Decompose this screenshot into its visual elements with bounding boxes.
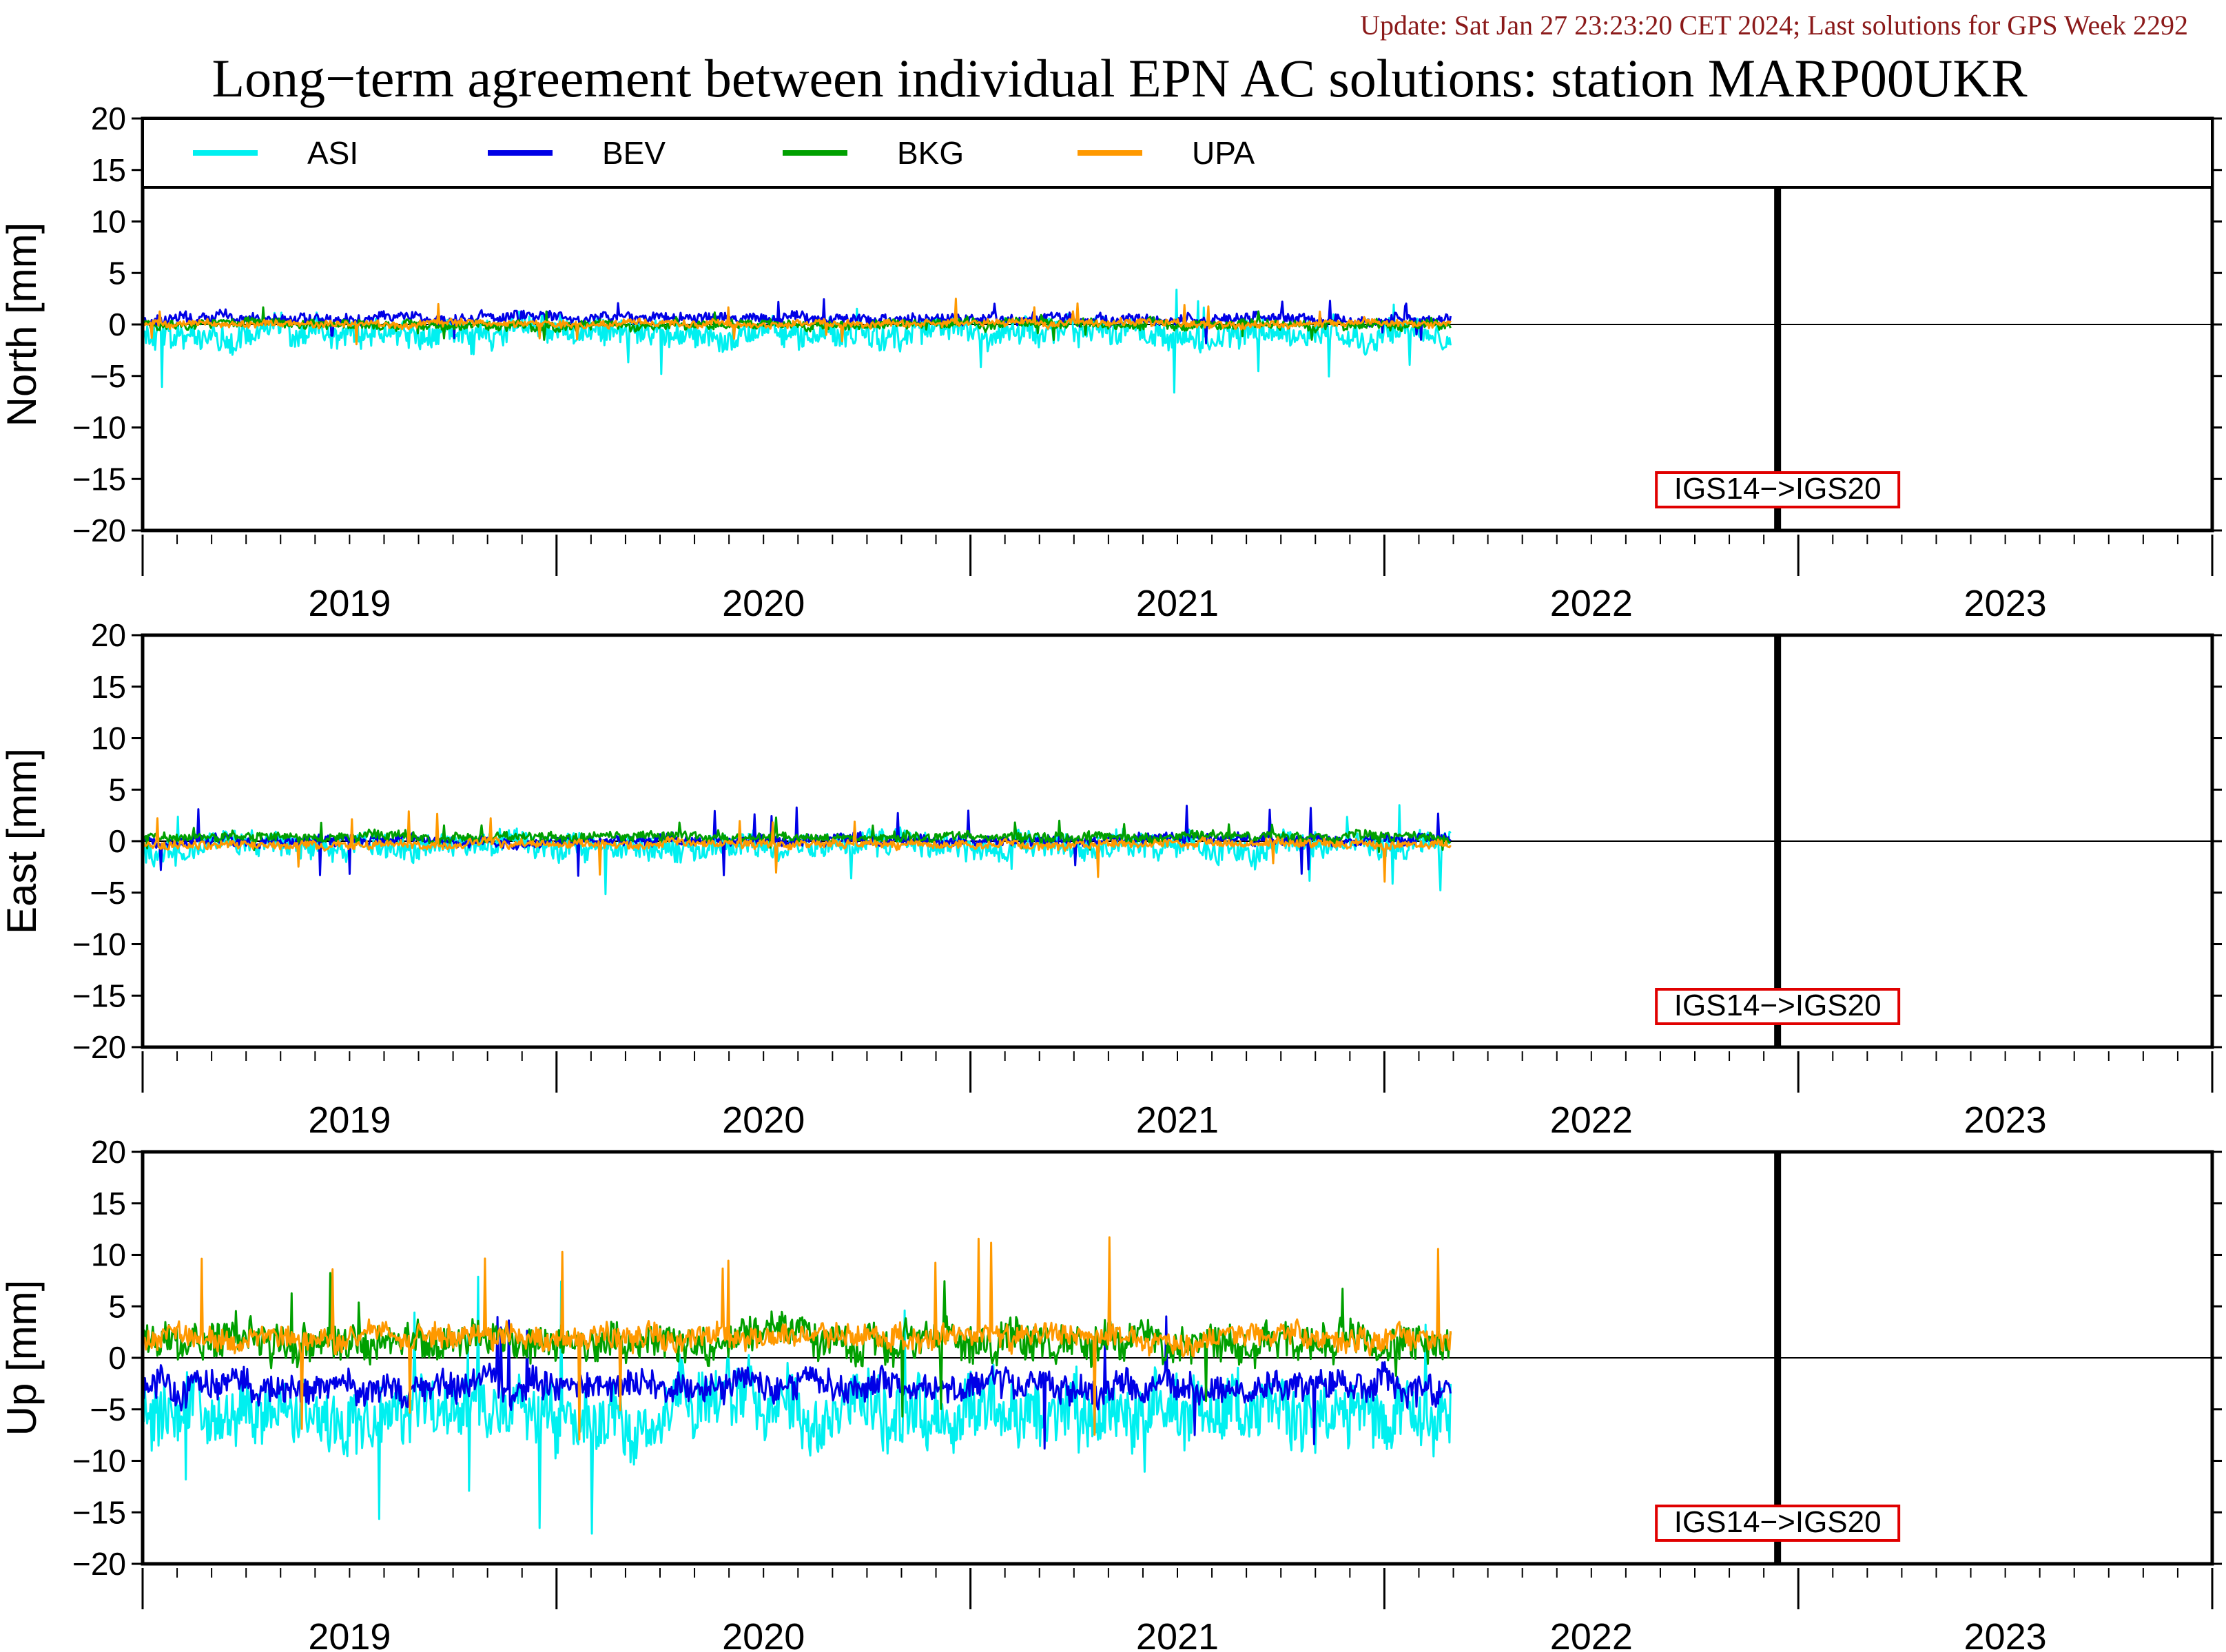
reference-frame-box [1655,1505,1901,1542]
panel-east: IGS14−>IGS20 20 15 10 5 0 −5 −10 −15 −20 East [mm]… [0,617,2222,1141]
series-line-upa [143,810,1452,883]
series-line-bkg [143,1272,1452,1418]
y-tick-label: −20 [72,1546,126,1582]
year-label: 2023 [1964,583,2047,624]
chart-title: Long−term agreement between individual E… [212,48,2027,108]
legend-box [141,117,2214,189]
update-text: Update: Sat Jan 27 23:23:20 CET 2024; La… [1360,10,2188,41]
year-label: 2023 [1964,1099,2047,1141]
reference-frame-box [1655,988,1901,1025]
legend-label-bkg: BKG [897,135,964,171]
series-line-upa [143,1236,1452,1441]
y-tick-label: 15 [91,152,126,188]
y-tick-label: 15 [91,1186,126,1221]
year-label: 2020 [722,1616,805,1652]
series-line-bkg [143,816,1452,854]
y-tick-label: 20 [91,617,126,653]
reference-frame-label: IGS14−>IGS20 [1674,1505,1882,1539]
y-tick-label: 5 [108,255,126,291]
reference-frame-box [1655,471,1901,508]
y-axis-label: East [mm] [0,748,45,934]
y-tick-label: −5 [90,358,126,394]
y-tick-label: 10 [91,721,126,756]
panels-group: IGS14−>IGS20 20 15 10 5 0 −5 −10 −15 −20 North [mm… [0,101,2222,1652]
y-tick-label: −20 [72,513,126,548]
y-tick-label: 0 [108,307,126,342]
series-group [143,1236,1452,1535]
year-label: 2020 [722,583,805,624]
y-tick-label: 20 [91,1134,126,1170]
series-line-upa [143,298,1452,346]
y-tick-label: −15 [72,461,126,497]
y-tick-label: −5 [90,1392,126,1427]
y-tick-label: 0 [108,1340,126,1376]
y-tick-label: −5 [90,875,126,911]
year-label: 2019 [308,1616,391,1652]
y-tick-label: 5 [108,1288,126,1324]
reference-frame-label: IGS14−>IGS20 [1674,472,1882,506]
reference-frame-label: IGS14−>IGS20 [1674,989,1882,1022]
y-tick-label: 10 [91,204,126,240]
panel-up: IGS14−>IGS20 20 15 10 5 0 −5 −10 −15 −20 Up [mm] 20… [0,1134,2222,1652]
y-tick-label: 20 [91,101,126,136]
series-line-asi [143,1275,1452,1535]
year-label: 2022 [1550,1616,1633,1652]
series-group [143,289,1452,394]
year-label: 2019 [308,1099,391,1141]
y-axis-label: Up [mm] [0,1280,45,1436]
y-tick-label: −10 [72,1443,126,1479]
series-line-bev [143,1315,1452,1450]
y-tick-label: −10 [72,410,126,446]
y-axis-label: North [mm] [0,223,45,427]
y-tick-label: −15 [72,978,126,1013]
series-line-asi [143,289,1452,394]
y-tick-label: −10 [72,927,126,962]
legend-label-asi: ASI [307,135,358,171]
year-label: 2023 [1964,1616,2047,1652]
legend-label-upa: UPA [1192,135,1255,171]
series-group [143,804,1452,896]
y-tick-label: 15 [91,669,126,705]
year-label: 2021 [1136,1099,1219,1141]
y-tick-label: −20 [72,1029,126,1065]
year-label: 2022 [1550,583,1633,624]
legend-label-bev: BEV [602,135,666,171]
year-label: 2020 [722,1099,805,1141]
panel-north: IGS14−>IGS20 20 15 10 5 0 −5 −10 −15 −20 North [mm… [0,101,2222,624]
year-label: 2021 [1136,1616,1219,1652]
y-tick-label: 10 [91,1237,126,1273]
y-tick-label: −15 [72,1494,126,1530]
y-tick-label: 5 [108,772,126,807]
y-tick-label: 0 [108,823,126,859]
year-label: 2022 [1550,1099,1633,1141]
year-label: 2021 [1136,583,1219,624]
year-label: 2019 [308,583,391,624]
